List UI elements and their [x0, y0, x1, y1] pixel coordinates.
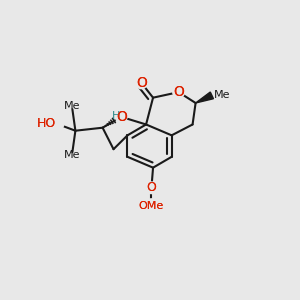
Circle shape — [144, 199, 159, 214]
Text: O: O — [116, 110, 127, 124]
Circle shape — [173, 86, 184, 98]
Text: HO: HO — [36, 117, 56, 130]
Text: HO: HO — [36, 117, 56, 130]
Polygon shape — [196, 92, 214, 103]
Text: O: O — [136, 76, 147, 90]
Text: OMe: OMe — [139, 201, 164, 211]
Text: O: O — [116, 110, 127, 124]
Text: Me: Me — [64, 150, 81, 160]
Text: H: H — [112, 111, 120, 122]
Text: O: O — [146, 181, 156, 194]
Text: O: O — [136, 76, 147, 90]
Text: Me: Me — [64, 101, 81, 112]
Text: OMe: OMe — [139, 201, 164, 211]
Circle shape — [146, 182, 157, 194]
Text: Me: Me — [214, 90, 231, 100]
Circle shape — [50, 117, 64, 131]
Text: O: O — [173, 85, 184, 99]
Circle shape — [116, 111, 127, 123]
Circle shape — [136, 77, 147, 89]
Text: O: O — [173, 85, 184, 99]
Text: O: O — [146, 181, 156, 194]
